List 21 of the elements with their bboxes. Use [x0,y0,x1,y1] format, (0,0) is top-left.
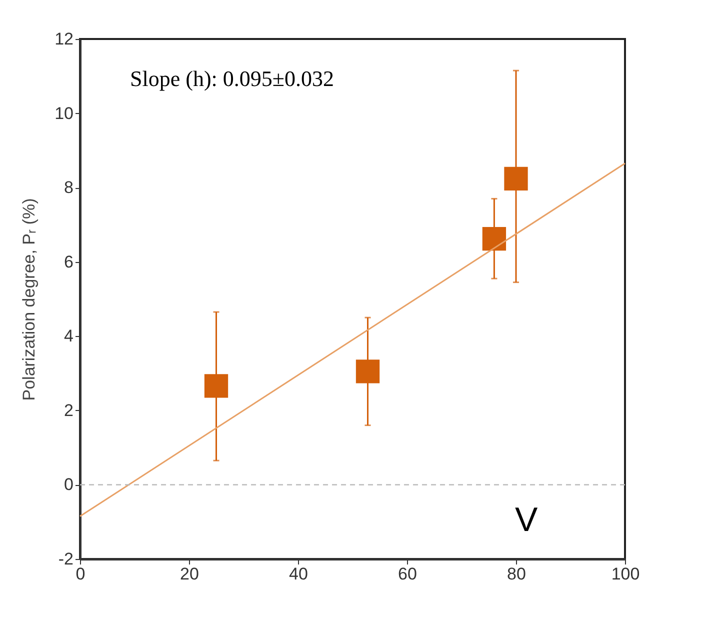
point [356,360,380,384]
x-tick-label: 20 [180,564,199,584]
y-tick-label: 8 [64,178,74,198]
point [204,374,228,398]
y-tick-label: 6 [64,252,74,272]
point [482,226,506,251]
y-tick-label: 4 [64,326,74,346]
x-tick-label: 80 [507,564,526,584]
y-axis-title: Polarization degree, Pᵣ (%) [20,198,39,401]
x-tick-label: 0 [76,564,86,584]
point [504,166,528,190]
y-tick-label: 10 [54,104,74,123]
annotation: V [515,501,538,539]
y-tick-label: 0 [64,475,74,494]
y-tick-label: 2 [64,400,74,420]
x-tick-label: 40 [289,564,308,584]
annotation: Slope (h): 0.095±0.032 [130,66,334,91]
x-tick-label: 60 [398,564,417,584]
y-tick-label: -2 [58,550,74,568]
x-tick-label: 100 [611,564,640,584]
y-tick-label: 12 [54,30,74,48]
